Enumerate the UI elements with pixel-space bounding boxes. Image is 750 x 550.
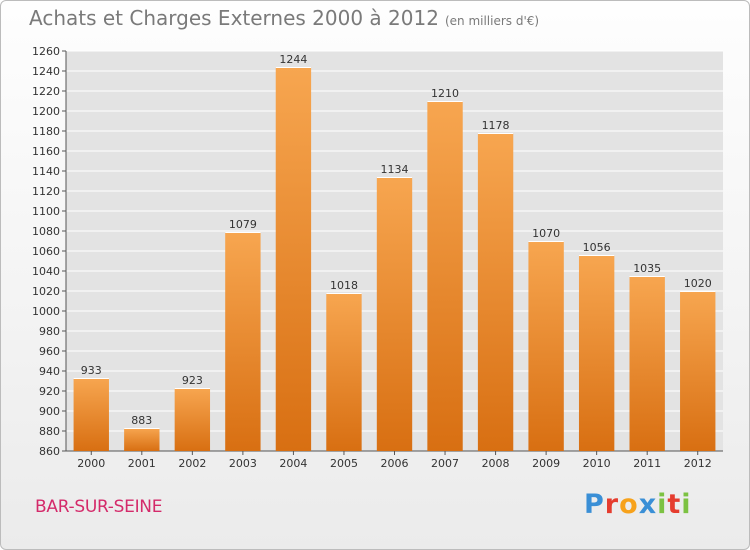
bar-value-label: 1056 xyxy=(583,241,611,254)
bar xyxy=(275,67,312,451)
x-tick-label: 2001 xyxy=(128,457,156,470)
logo-letter: t xyxy=(667,489,682,520)
y-tick-label: 1120 xyxy=(32,185,60,198)
y-tick-label: 1100 xyxy=(32,205,60,218)
chart-subtitle: (en milliers d'€) xyxy=(444,14,540,28)
y-tick-label: 1020 xyxy=(32,285,60,298)
x-tick-label: 2012 xyxy=(684,457,712,470)
x-tick-label: 2003 xyxy=(229,457,257,470)
x-tick-label: 2010 xyxy=(583,457,611,470)
y-tick-label: 900 xyxy=(39,405,60,418)
bar-value-label: 923 xyxy=(182,374,203,387)
y-tick-label: 1140 xyxy=(32,165,60,178)
bar xyxy=(427,101,463,451)
bar-value-label: 1210 xyxy=(431,87,459,100)
logo-letter: i xyxy=(681,489,692,520)
y-tick-label: 1240 xyxy=(32,65,60,78)
bar-value-label: 883 xyxy=(131,414,152,427)
y-tick-label: 1060 xyxy=(32,245,60,258)
bar-value-label: 1079 xyxy=(229,218,257,231)
bar-value-label: 1035 xyxy=(633,262,661,275)
y-tick-label: 1220 xyxy=(32,85,60,98)
y-tick-label: 1000 xyxy=(32,305,60,318)
y-tick-label: 1160 xyxy=(32,145,60,158)
bar xyxy=(124,428,160,451)
y-tick-label: 1040 xyxy=(32,265,60,278)
y-tick-label: 880 xyxy=(39,425,60,438)
x-tick-label: 2011 xyxy=(633,457,661,470)
bar xyxy=(326,293,362,451)
x-tick-label: 2009 xyxy=(532,457,560,470)
bar-value-label: 1244 xyxy=(279,53,307,66)
proxiti-logo: Proxiti xyxy=(584,489,692,520)
x-tick-label: 2007 xyxy=(431,457,459,470)
logo-letter: P xyxy=(584,489,605,520)
bar xyxy=(174,388,211,451)
y-tick-label: 920 xyxy=(39,385,60,398)
chart-title: Achats et Charges Externes 2000 à 2012 (e… xyxy=(29,6,539,30)
y-tick-label: 1080 xyxy=(32,225,60,238)
bar-value-label: 1020 xyxy=(684,277,712,290)
y-tick-label: 980 xyxy=(39,325,60,338)
x-tick-label: 2000 xyxy=(77,457,105,470)
logo-letter: r xyxy=(604,489,620,520)
x-tick-label: 2006 xyxy=(381,457,409,470)
y-tick-label: 940 xyxy=(39,365,60,378)
y-tick-label: 1180 xyxy=(32,125,60,138)
bar xyxy=(225,232,261,451)
bar-value-label: 1070 xyxy=(532,227,560,240)
y-tick-label: 1200 xyxy=(32,105,60,118)
x-tick-label: 2008 xyxy=(482,457,510,470)
bar xyxy=(680,291,716,451)
bar-value-label: 1018 xyxy=(330,279,358,292)
bar-value-label: 933 xyxy=(81,364,102,377)
bar xyxy=(528,241,564,451)
chart-title-text: Achats et Charges Externes 2000 à 2012 xyxy=(29,6,439,30)
logo-letter: x xyxy=(638,489,658,520)
logo-letter: i xyxy=(657,489,668,520)
x-tick-label: 2002 xyxy=(178,457,206,470)
commune-name: BAR-SUR-SEINE xyxy=(35,497,163,517)
y-tick-label: 960 xyxy=(39,345,60,358)
bar-value-label: 1134 xyxy=(381,163,409,176)
x-tick-label: 2004 xyxy=(279,457,307,470)
x-tick-label: 2005 xyxy=(330,457,358,470)
bar xyxy=(629,276,665,451)
bar xyxy=(73,378,109,451)
logo-letter: o xyxy=(619,489,639,520)
bar-value-label: 1178 xyxy=(482,119,510,132)
bar xyxy=(477,133,514,451)
y-tick-label: 860 xyxy=(39,445,60,458)
bar xyxy=(578,255,615,451)
bar xyxy=(376,177,413,451)
y-tick-label: 1260 xyxy=(32,45,60,58)
